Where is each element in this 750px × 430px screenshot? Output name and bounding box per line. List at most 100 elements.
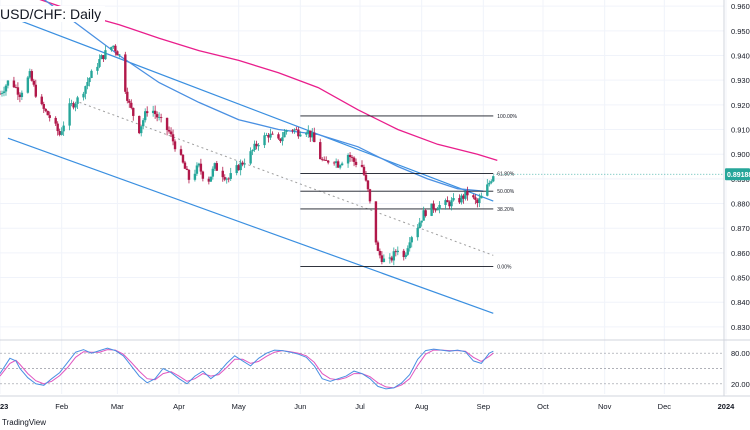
candle-body xyxy=(56,123,59,132)
candle-body xyxy=(255,143,258,147)
candle-body xyxy=(223,177,226,180)
candle-body xyxy=(118,54,121,56)
candle-body xyxy=(277,134,280,139)
candle-body xyxy=(313,132,316,143)
candle-body xyxy=(360,164,364,167)
time-tick-label: Dec xyxy=(658,402,672,411)
candle-body xyxy=(173,141,177,150)
candle-body xyxy=(46,110,49,116)
price-tick-label: 0.90000 xyxy=(731,150,750,159)
candle-body xyxy=(324,160,328,161)
candle-body xyxy=(82,93,85,98)
candle-body xyxy=(128,100,131,103)
candle-body xyxy=(28,71,32,78)
candle-body xyxy=(418,222,421,228)
candle-body xyxy=(239,162,242,171)
candle-body xyxy=(472,195,475,198)
candle-body xyxy=(297,129,300,137)
time-tick-label: Sep xyxy=(477,402,490,411)
candle-body xyxy=(299,134,302,137)
channel-midline xyxy=(79,101,494,256)
candle-body xyxy=(187,169,191,180)
oscillator-tick-label: 20.00 xyxy=(731,380,750,389)
candle-body xyxy=(241,162,244,165)
candle-body xyxy=(269,133,272,138)
candle-body xyxy=(323,159,326,161)
candle-body xyxy=(396,250,400,253)
candle-body xyxy=(110,46,113,51)
candle-body xyxy=(116,51,119,56)
last-price-marker: 0.89188 xyxy=(493,168,750,181)
time-tick-label: Mar xyxy=(111,402,124,411)
candle-body xyxy=(424,210,427,216)
candle-body xyxy=(26,77,30,93)
candle-body xyxy=(311,132,314,138)
candle-body xyxy=(100,55,103,60)
channel-upper-line xyxy=(7,15,494,202)
candle-body xyxy=(309,130,312,138)
candle-body xyxy=(444,200,447,205)
candle-body xyxy=(58,131,61,135)
candle-body xyxy=(193,173,197,180)
candle-body xyxy=(408,242,411,249)
candle-body xyxy=(88,77,91,83)
last-price-label: 0.89188 xyxy=(727,172,750,179)
time-axis[interactable]: 2023 Feb Mar Apr May Jun Jul Aug Sep Oct Nov Dec 202… xyxy=(0,402,735,411)
candle-body xyxy=(211,168,215,177)
candle-body xyxy=(84,86,87,94)
candle-body xyxy=(376,242,380,251)
candle-body xyxy=(448,202,451,207)
candle-body xyxy=(283,131,286,138)
candle-body xyxy=(404,254,407,258)
candle-body xyxy=(380,255,384,262)
candle-body xyxy=(305,133,308,135)
oscillator-k-line xyxy=(0,347,494,390)
candle-body xyxy=(452,198,455,201)
price-tick-label: 0.95000 xyxy=(731,27,750,36)
price-tick-label: 0.84000 xyxy=(731,298,750,307)
candle-body xyxy=(62,125,65,132)
price-tick-label: 0.94000 xyxy=(731,52,750,61)
candle-body xyxy=(145,111,149,114)
candle-body xyxy=(334,161,338,163)
candle-body xyxy=(215,163,219,171)
candle-body xyxy=(104,50,107,60)
candle-body xyxy=(16,87,20,95)
candle-body xyxy=(171,134,175,142)
candle-body xyxy=(6,80,10,86)
candle-body xyxy=(0,93,4,94)
candle-body xyxy=(390,257,394,261)
candle-body xyxy=(183,162,187,169)
price-tick-label: 0.88000 xyxy=(731,200,750,209)
time-tick-label: May xyxy=(232,402,246,411)
channel-lower-line xyxy=(7,137,494,314)
candle-body xyxy=(338,165,342,168)
candle-body xyxy=(332,162,336,164)
candle-body xyxy=(126,91,129,101)
time-tick-label: Feb xyxy=(55,402,68,411)
candle-body xyxy=(446,200,449,203)
candle-body xyxy=(12,80,16,88)
candle-body xyxy=(388,257,392,259)
candle-body xyxy=(450,200,453,207)
candle-body xyxy=(402,250,405,258)
price-tick-label: 0.96000 xyxy=(731,2,750,11)
candle-body xyxy=(40,96,43,105)
candle-body xyxy=(60,131,63,135)
candle-body xyxy=(462,195,465,199)
candle-body xyxy=(14,87,18,88)
candle-body xyxy=(366,180,370,190)
candle-body xyxy=(492,176,495,182)
candle-body xyxy=(480,195,483,199)
candle-body xyxy=(293,129,296,131)
candle-body xyxy=(271,133,274,135)
price-tick-label: 0.93000 xyxy=(731,76,750,85)
candle-body xyxy=(374,201,378,243)
chart-title: USD/CHF: Daily xyxy=(0,6,106,22)
candle-body xyxy=(76,97,79,104)
candle-body xyxy=(72,103,75,108)
tradingview-logo-text: TradingView xyxy=(2,418,47,427)
candle-body xyxy=(295,129,298,131)
candle-body xyxy=(114,45,117,52)
candle-body xyxy=(143,111,147,121)
